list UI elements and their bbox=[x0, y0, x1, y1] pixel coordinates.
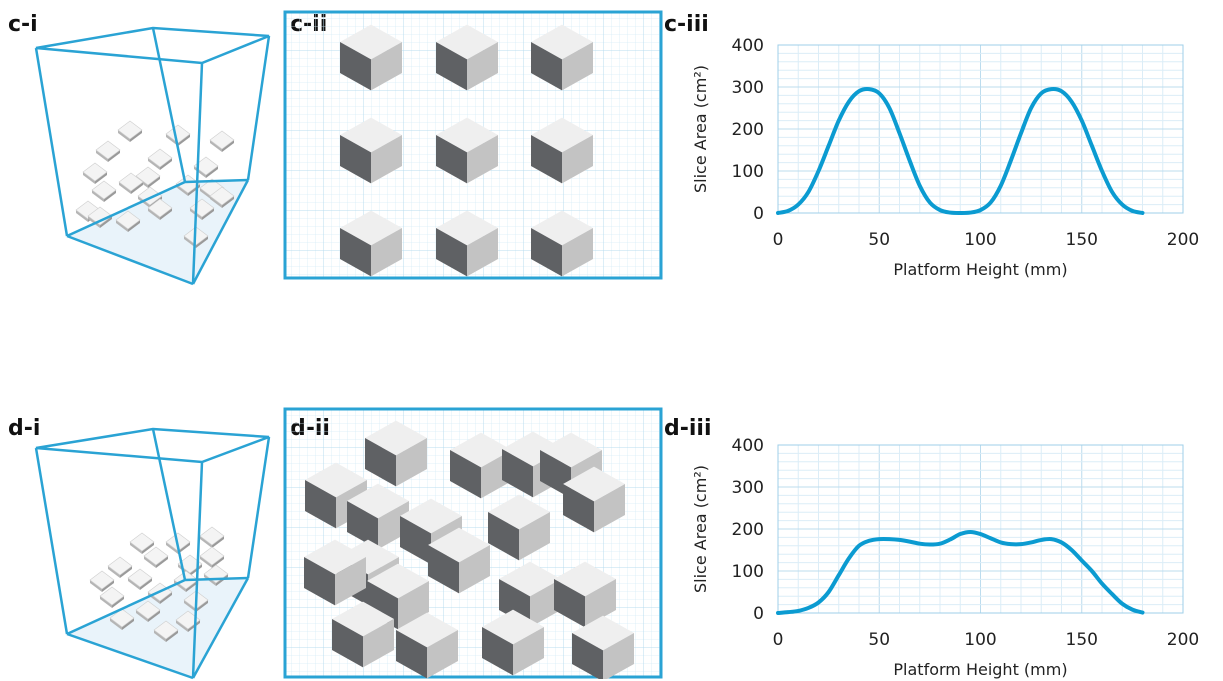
tile bbox=[143, 546, 169, 568]
panel-label-c-i: c-i bbox=[8, 12, 38, 37]
floating-tiles bbox=[89, 526, 229, 642]
tile bbox=[129, 532, 155, 554]
cube bbox=[428, 527, 490, 594]
x-tick-label: 0 bbox=[773, 230, 784, 250]
plot-area bbox=[777, 44, 1184, 214]
x-tick-label: 150 bbox=[1066, 230, 1098, 250]
tile bbox=[165, 124, 191, 146]
cube bbox=[305, 462, 367, 529]
cube bbox=[554, 561, 616, 628]
y-tick-label: 200 bbox=[732, 120, 764, 140]
x-tick-label: 150 bbox=[1066, 630, 1098, 650]
tile bbox=[89, 570, 115, 592]
x-axis-label: Platform Height (mm) bbox=[893, 260, 1067, 279]
tile bbox=[107, 556, 133, 578]
tile bbox=[147, 148, 173, 170]
plot-area bbox=[777, 444, 1184, 614]
cube bbox=[531, 24, 593, 91]
tile bbox=[153, 620, 179, 642]
cube bbox=[365, 420, 427, 487]
tile bbox=[209, 130, 235, 152]
cube bbox=[482, 609, 544, 676]
cube bbox=[347, 483, 409, 550]
cube bbox=[396, 612, 458, 679]
cube bbox=[436, 210, 498, 277]
cube bbox=[488, 494, 550, 561]
y-axis-label: Slice Area (cm²) bbox=[691, 465, 710, 593]
tile bbox=[147, 198, 173, 220]
y-tick-label: 100 bbox=[732, 562, 764, 582]
tile bbox=[115, 210, 141, 232]
tile bbox=[127, 568, 153, 590]
y-tick-label: 200 bbox=[732, 520, 764, 540]
tile bbox=[209, 186, 235, 208]
slice-area-curve bbox=[776, 529, 1145, 615]
tile bbox=[199, 546, 225, 568]
x-tick-label: 0 bbox=[773, 630, 784, 650]
y-tick-label: 0 bbox=[753, 604, 764, 624]
tile bbox=[87, 206, 113, 228]
tile bbox=[199, 526, 225, 548]
panel-label-d-iii: d-iii bbox=[664, 416, 712, 441]
box-frame bbox=[34, 26, 271, 286]
tile bbox=[118, 172, 144, 194]
cube bbox=[436, 117, 498, 184]
panel-label-d-i: d-i bbox=[8, 416, 41, 441]
box-frame bbox=[34, 427, 271, 680]
chart-grid bbox=[777, 44, 1184, 214]
y-tick-label: 300 bbox=[732, 78, 764, 98]
x-tick-label: 100 bbox=[964, 630, 996, 650]
panel-label-c-iii: c-iii bbox=[664, 12, 709, 37]
tile bbox=[91, 180, 117, 202]
y-tick-label: 100 bbox=[732, 162, 764, 182]
cube bbox=[531, 210, 593, 277]
slice-area-curve bbox=[776, 86, 1145, 216]
x-tick-label: 200 bbox=[1167, 630, 1199, 650]
cube bbox=[572, 615, 634, 679]
cube bbox=[340, 24, 402, 91]
cube-layout-c bbox=[283, 10, 663, 280]
slice-area-chart-d: 0 50 100 150 200 0 100 200 300 400 Platform Height… bbox=[691, 436, 1199, 679]
cube-layout-d bbox=[283, 407, 663, 679]
x-tick-label: 50 bbox=[868, 230, 890, 250]
slice-area-chart-c: 0 50 100 150 200 0 100 200 300 400 Platform Height… bbox=[691, 36, 1199, 279]
cube bbox=[340, 210, 402, 277]
chart-grid bbox=[777, 444, 1184, 614]
x-tick-label: 50 bbox=[868, 630, 890, 650]
cube bbox=[340, 117, 402, 184]
tile bbox=[99, 586, 125, 608]
y-tick-label: 400 bbox=[732, 436, 764, 456]
build-volume-c bbox=[34, 26, 271, 286]
y-tick-label: 400 bbox=[732, 36, 764, 56]
tile bbox=[82, 162, 108, 184]
y-tick-label: 300 bbox=[732, 478, 764, 498]
tile bbox=[109, 608, 135, 630]
cube bbox=[563, 466, 625, 533]
cube bbox=[304, 539, 366, 606]
x-axis-label: Platform Height (mm) bbox=[893, 660, 1067, 679]
x-tick-label: 100 bbox=[964, 230, 996, 250]
x-tick-label: 200 bbox=[1167, 230, 1199, 250]
tile bbox=[117, 120, 143, 142]
cube bbox=[332, 601, 394, 668]
tile bbox=[135, 600, 161, 622]
y-tick-label: 0 bbox=[753, 204, 764, 224]
cube bbox=[531, 117, 593, 184]
tile bbox=[135, 166, 161, 188]
cube bbox=[436, 24, 498, 91]
build-volume-d bbox=[34, 427, 271, 680]
y-axis-label: Slice Area (cm²) bbox=[691, 65, 710, 193]
tile bbox=[95, 140, 121, 162]
